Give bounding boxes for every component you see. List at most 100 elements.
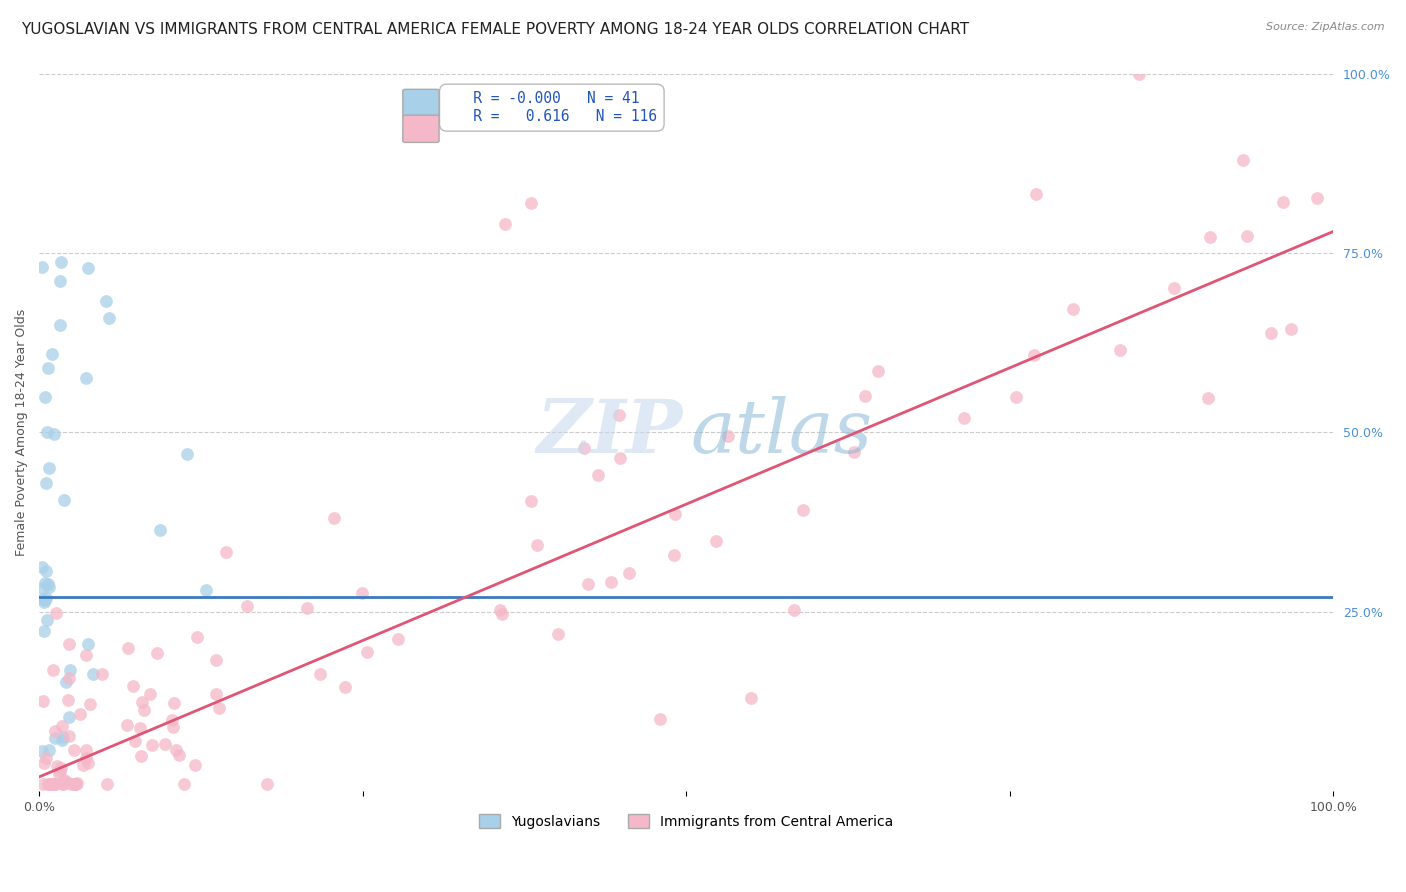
Point xyxy=(129,748,152,763)
Point xyxy=(49,274,72,288)
Point xyxy=(128,721,150,735)
Point xyxy=(215,545,238,559)
Point xyxy=(31,694,53,708)
Point xyxy=(664,507,686,521)
Point xyxy=(59,663,82,677)
Point xyxy=(740,690,762,705)
Point xyxy=(45,606,67,620)
Text: YUGOSLAVIAN VS IMMIGRANTS FROM CENTRAL AMERICA FEMALE POVERTY AMONG 18-24 YEAR O: YUGOSLAVIAN VS IMMIGRANTS FROM CENTRAL A… xyxy=(21,22,969,37)
Point xyxy=(62,777,84,791)
Point xyxy=(176,447,198,461)
Point xyxy=(48,767,70,781)
Point xyxy=(65,777,87,791)
Point xyxy=(853,389,876,403)
Point xyxy=(547,626,569,640)
Point xyxy=(31,260,53,275)
Point xyxy=(34,591,56,605)
Point xyxy=(844,444,866,458)
Point xyxy=(35,751,58,765)
Point xyxy=(953,411,976,425)
Point xyxy=(52,730,75,744)
Point xyxy=(588,468,610,483)
Point xyxy=(599,574,621,589)
Point xyxy=(576,576,599,591)
Point xyxy=(38,580,60,594)
Point xyxy=(1005,390,1028,404)
Point xyxy=(183,757,205,772)
Point xyxy=(63,742,86,756)
Point xyxy=(1025,187,1047,202)
Point xyxy=(65,775,87,789)
Point xyxy=(49,318,72,332)
Point xyxy=(236,599,259,613)
Point xyxy=(350,585,373,599)
Point xyxy=(704,533,727,548)
Point xyxy=(34,390,56,404)
Point xyxy=(1062,302,1084,317)
Point xyxy=(139,686,162,700)
Point xyxy=(162,720,184,734)
FancyBboxPatch shape xyxy=(402,89,439,117)
Point xyxy=(32,777,55,791)
Point xyxy=(75,743,97,757)
Point xyxy=(792,502,814,516)
Point xyxy=(1128,66,1150,80)
Point xyxy=(1260,326,1282,341)
Point xyxy=(32,624,55,638)
Point xyxy=(149,523,172,537)
Point xyxy=(75,371,97,385)
Point xyxy=(1109,343,1132,358)
Point xyxy=(160,713,183,727)
Point xyxy=(79,698,101,712)
Point xyxy=(488,603,510,617)
Point xyxy=(121,680,143,694)
Point xyxy=(167,748,190,763)
Point xyxy=(387,632,409,647)
Point xyxy=(98,311,121,326)
Point xyxy=(51,733,73,747)
Point xyxy=(34,575,56,590)
Point xyxy=(141,738,163,752)
Point xyxy=(58,637,80,651)
Point xyxy=(309,667,332,681)
Point xyxy=(163,696,186,710)
Y-axis label: Female Poverty Among 18-24 Year Olds: Female Poverty Among 18-24 Year Olds xyxy=(15,309,28,556)
Point xyxy=(208,701,231,715)
Point xyxy=(53,493,76,508)
Point xyxy=(44,731,66,745)
Legend: Yugoslavians, Immigrants from Central America: Yugoslavians, Immigrants from Central Am… xyxy=(474,809,898,835)
Point xyxy=(38,461,60,475)
Point xyxy=(1306,190,1329,204)
Point xyxy=(650,713,672,727)
Point xyxy=(58,729,80,743)
Point xyxy=(32,756,55,770)
Point xyxy=(76,756,98,771)
Point xyxy=(77,260,100,275)
Point xyxy=(41,347,63,361)
Point xyxy=(52,777,75,791)
Point xyxy=(49,254,72,268)
Point xyxy=(31,592,53,607)
Point xyxy=(77,637,100,651)
Point xyxy=(356,645,378,659)
Text: ZIP: ZIP xyxy=(536,396,682,468)
Point xyxy=(186,630,208,644)
Point xyxy=(37,425,59,440)
Point xyxy=(37,577,59,591)
Point xyxy=(572,441,595,455)
Point xyxy=(1281,322,1303,336)
Point xyxy=(59,777,82,791)
Point xyxy=(42,427,65,442)
Point xyxy=(783,603,806,617)
Point xyxy=(35,613,58,627)
Point xyxy=(1232,153,1254,167)
Point xyxy=(1236,228,1258,243)
Point xyxy=(34,593,56,607)
Point xyxy=(63,777,86,791)
Point xyxy=(204,687,226,701)
Point xyxy=(295,600,318,615)
Point xyxy=(617,566,640,581)
Point xyxy=(256,777,278,791)
Point xyxy=(45,777,67,791)
Point xyxy=(117,641,139,656)
